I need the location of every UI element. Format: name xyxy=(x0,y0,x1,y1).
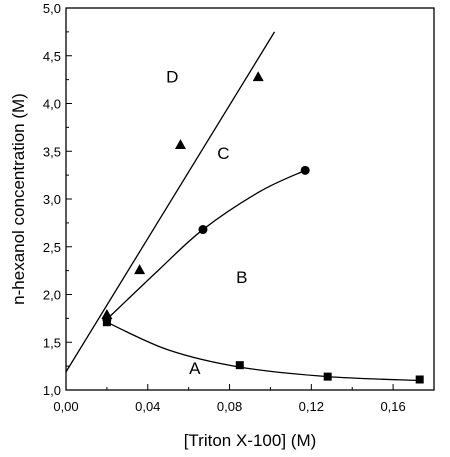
square-marker xyxy=(102,318,111,327)
circle-marker xyxy=(300,165,310,175)
square-marker xyxy=(235,361,244,370)
y-tick-label: 1,5 xyxy=(43,335,61,350)
x-tick-label: 0,04 xyxy=(135,399,160,414)
y-tick-label: 2,0 xyxy=(43,288,61,303)
y-tick-label: 3,0 xyxy=(43,192,61,207)
x-tick-label: 0,12 xyxy=(299,399,324,414)
square-marker xyxy=(323,372,332,381)
region-labels: D C B A xyxy=(166,67,247,377)
x-tick-label: 0,00 xyxy=(53,399,78,414)
square-marker xyxy=(415,375,424,384)
region-label-a: A xyxy=(189,359,201,378)
tick-labels: 0,00 0,04 0,08 0,12 0,16 1,0 1,5 2,0 2,5 3,0 3,5 4,… xyxy=(43,1,406,414)
x-tick-label: 0,16 xyxy=(380,399,405,414)
y-tick-label: 1,0 xyxy=(43,383,61,398)
fit-line xyxy=(106,321,420,382)
triangle-marker xyxy=(252,71,264,82)
y-tick-label: 4,0 xyxy=(43,97,61,112)
y-tick-label: 5,0 xyxy=(43,1,61,16)
triangle-marker xyxy=(134,264,146,275)
y-tick-label: 3,5 xyxy=(43,144,61,159)
fit-lines xyxy=(65,31,420,382)
y-tick-label: 2,5 xyxy=(43,240,61,255)
y-axis-title: n-hexanol concentration (M) xyxy=(9,93,28,305)
y-tick-label: 4,5 xyxy=(43,49,61,64)
x-tick-label: 0,08 xyxy=(217,399,242,414)
triangle-marker xyxy=(174,139,186,149)
axis-ticks xyxy=(65,7,435,391)
x-axis-title: [Triton X-100] (M) xyxy=(184,431,317,450)
fit-line xyxy=(106,169,306,320)
plot-frame xyxy=(65,7,435,391)
region-label-c: C xyxy=(217,144,229,163)
data-points xyxy=(101,71,424,384)
region-label-d: D xyxy=(166,67,178,86)
region-label-b: B xyxy=(236,268,247,287)
circle-marker xyxy=(198,225,208,235)
fit-line xyxy=(65,31,276,373)
